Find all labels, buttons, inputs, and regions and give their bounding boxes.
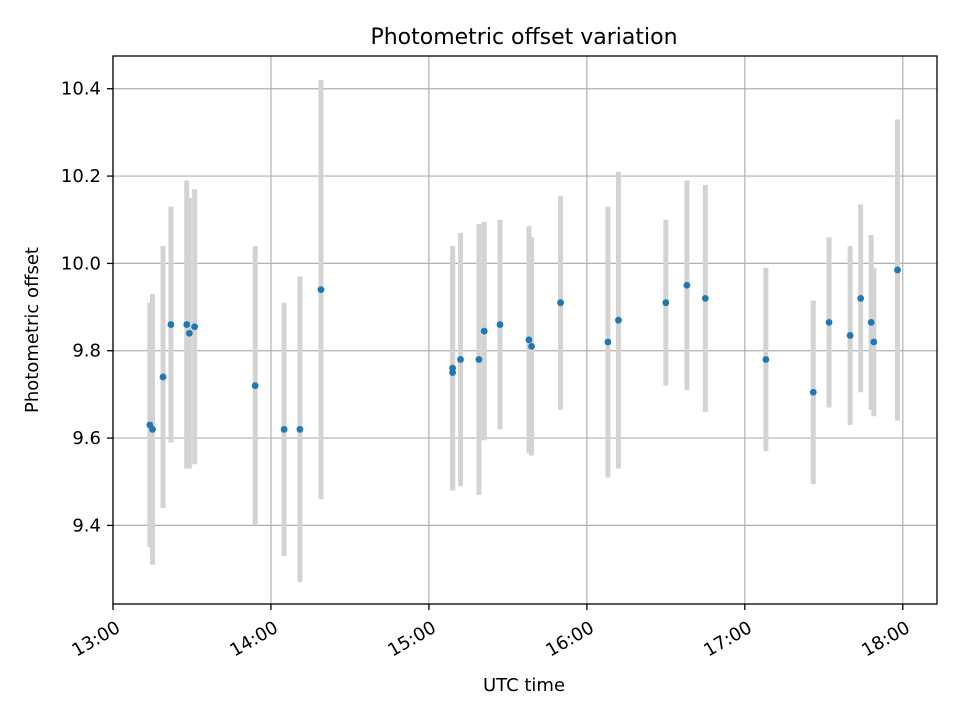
plot-frame	[112, 55, 938, 605]
y-tick-label: 10.2	[61, 166, 101, 187]
data-point-30	[867, 318, 875, 326]
y-axis-label: Photometric offset	[22, 247, 43, 413]
y-tick-label: 10.0	[61, 253, 101, 274]
data-point-9	[296, 425, 304, 433]
data-point-8	[280, 425, 288, 433]
x-axis-label: UTC time	[483, 675, 565, 696]
data-point-28	[846, 332, 854, 339]
data-point-23	[683, 281, 691, 289]
data-point-24	[701, 294, 709, 302]
data-point-17	[525, 336, 533, 344]
data-point-7	[251, 382, 259, 390]
y-tick-label: 9.8	[72, 341, 101, 362]
data-point-6	[191, 323, 199, 331]
data-point-22	[662, 299, 670, 307]
data-point-29	[857, 294, 865, 302]
data-point-5	[185, 329, 193, 337]
data-point-26	[809, 388, 817, 396]
data-point-1	[149, 425, 156, 433]
data-point-20	[604, 338, 612, 346]
data-point-10	[317, 286, 325, 294]
data-point-12	[449, 364, 457, 372]
data-point-13	[457, 356, 464, 363]
data-point-21	[615, 316, 622, 324]
data-point-4	[183, 321, 191, 328]
data-point-16	[496, 321, 504, 328]
data-point-2	[159, 373, 167, 381]
y-tick-label: 9.4	[72, 515, 101, 536]
data-layer	[146, 80, 901, 583]
data-point-27	[825, 318, 833, 326]
grid-layer	[112, 56, 937, 604]
data-point-25	[762, 356, 770, 363]
data-point-18	[528, 342, 535, 350]
data-point-14	[475, 356, 483, 363]
y-tick-label: 9.6	[72, 428, 101, 449]
data-point-32	[894, 266, 901, 274]
data-point-19	[557, 299, 564, 307]
data-point-31	[870, 338, 878, 346]
data-point-3	[167, 321, 175, 328]
y-tick-label: 10.4	[61, 79, 101, 100]
chart-title: Photometric offset variation	[370, 25, 677, 50]
data-point-15	[480, 327, 488, 335]
